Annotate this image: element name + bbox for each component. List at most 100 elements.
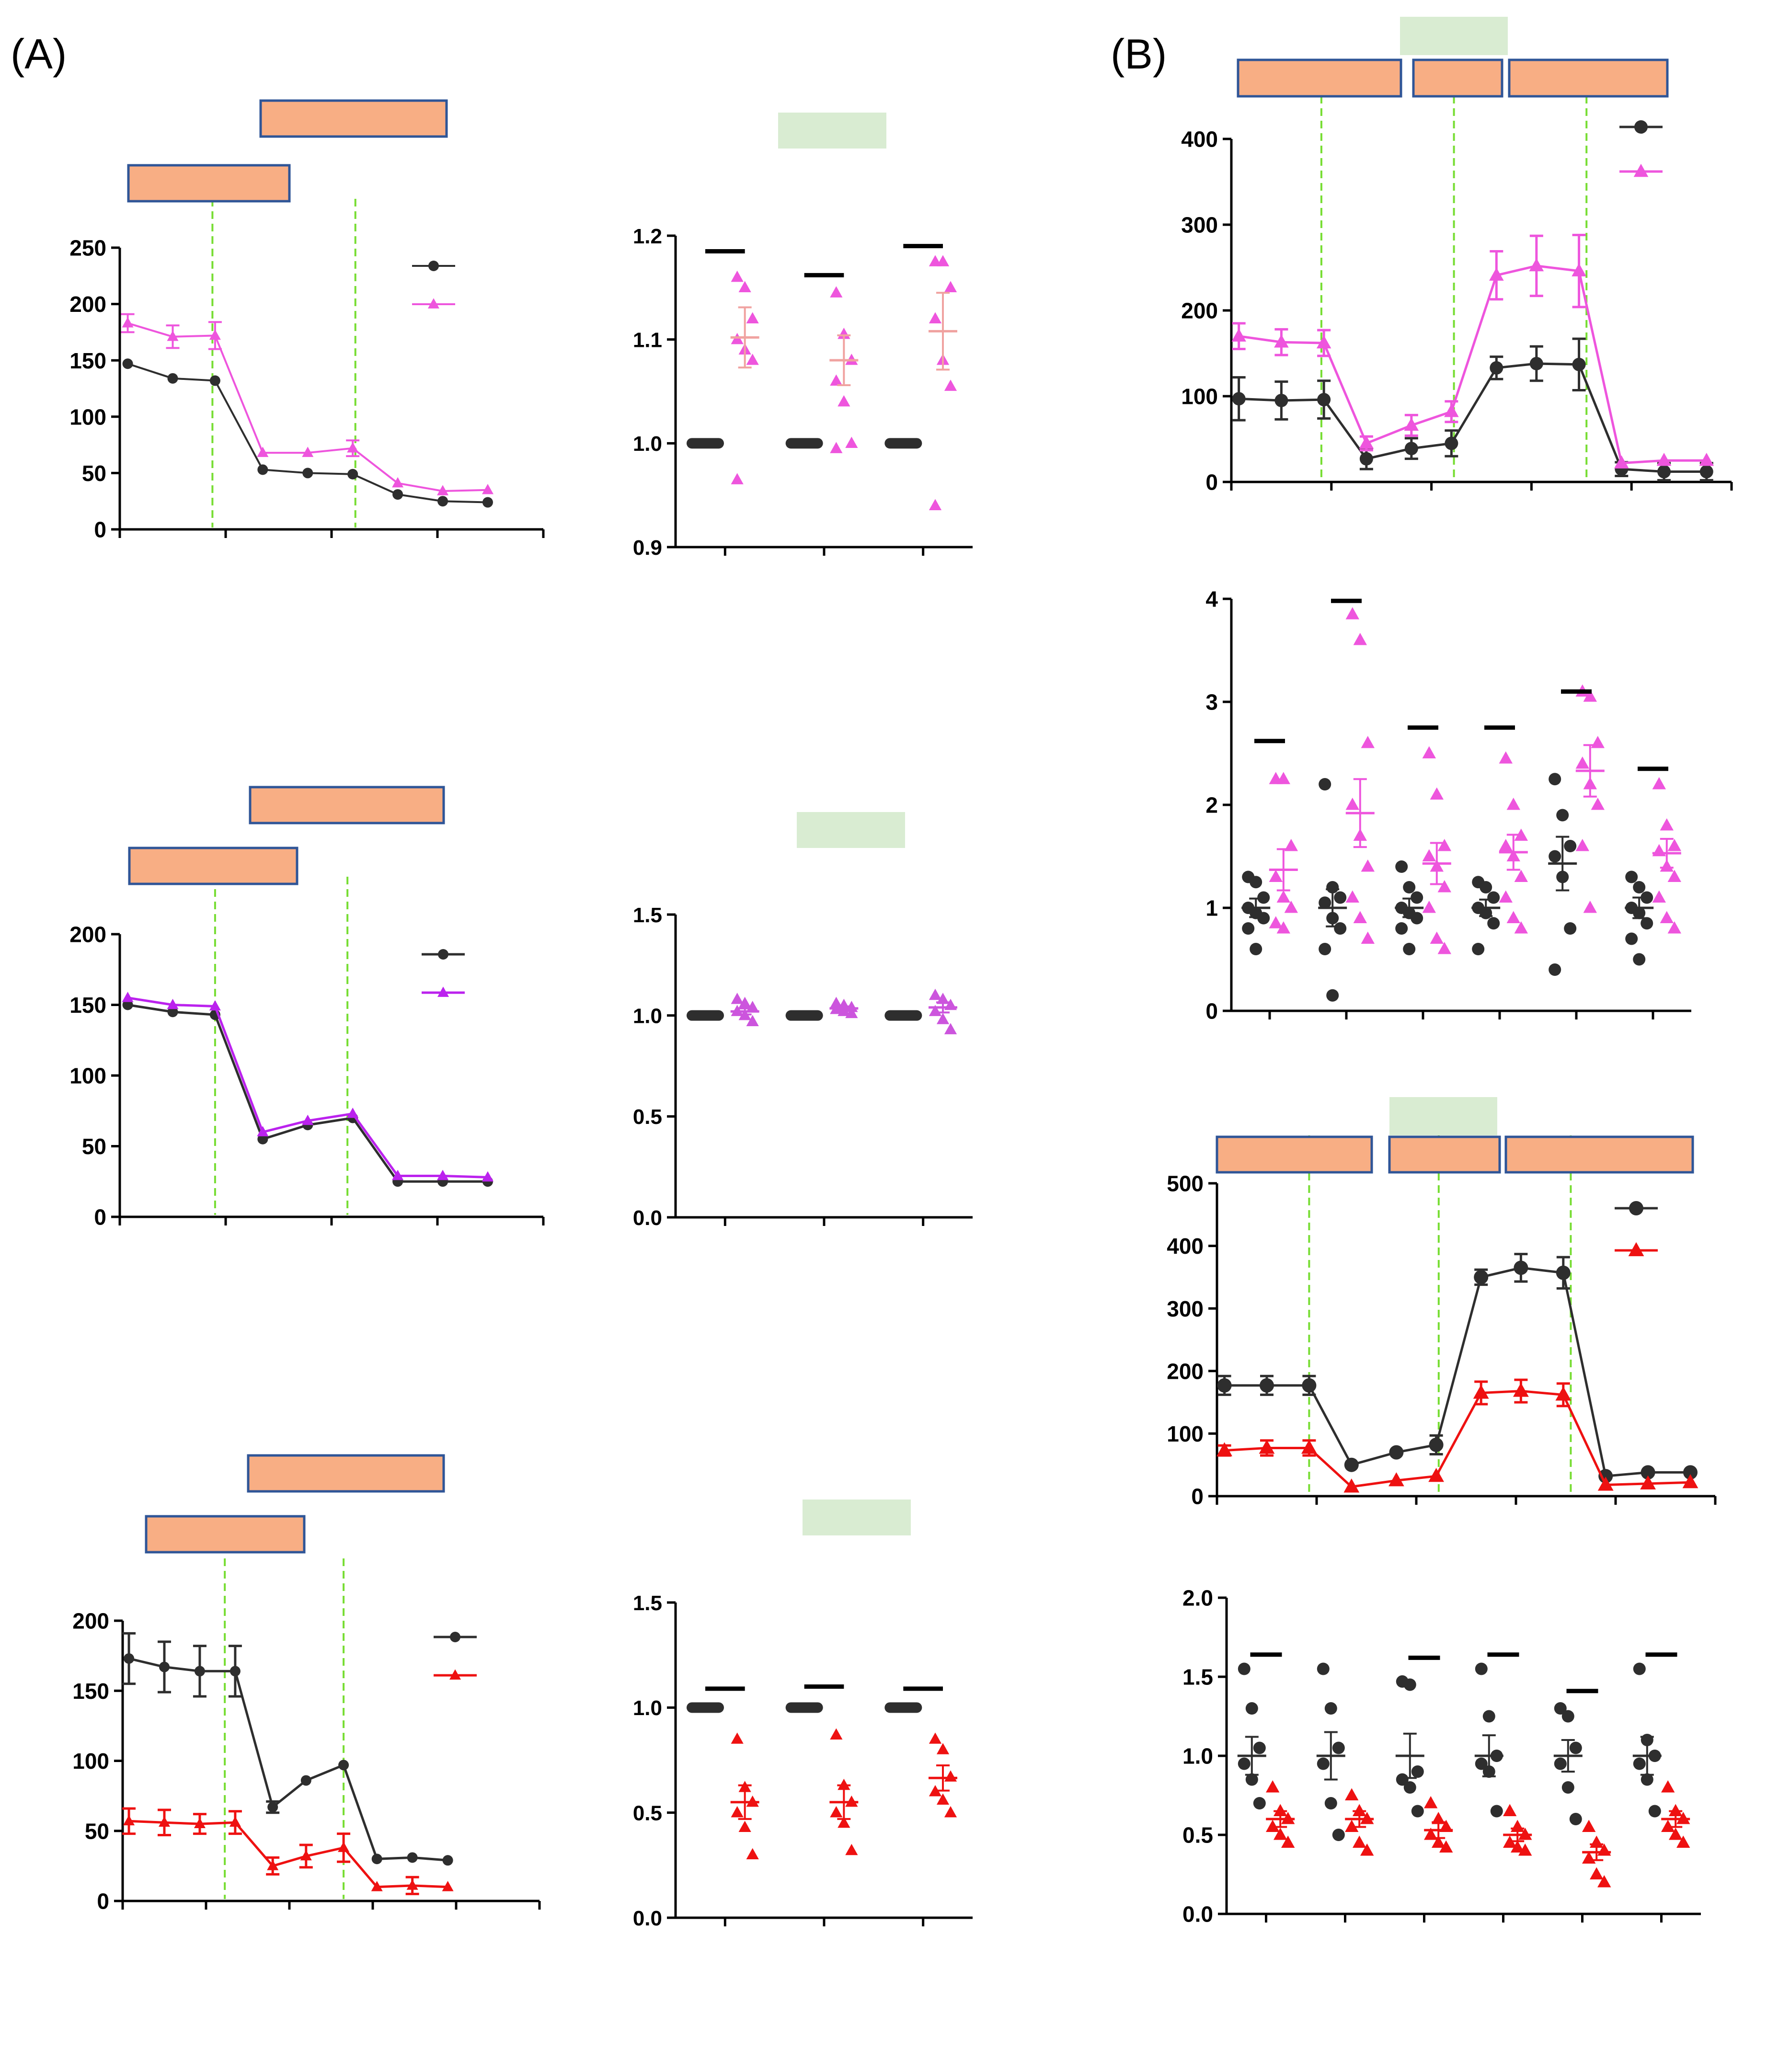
y-tick-label: 0 bbox=[94, 517, 106, 542]
treated-point bbox=[731, 1806, 744, 1817]
treated-point bbox=[944, 281, 957, 292]
y-tick-label: 400 bbox=[1167, 1234, 1204, 1259]
y-tick-label: 300 bbox=[1167, 1296, 1204, 1321]
y-tick-label: 0.0 bbox=[633, 1907, 662, 1930]
treated-point bbox=[1660, 818, 1674, 830]
y-tick-label: 200 bbox=[1167, 1359, 1204, 1384]
treated-point bbox=[731, 993, 744, 1004]
chart-title-box bbox=[803, 1500, 911, 1535]
treated-point bbox=[1652, 891, 1666, 903]
treated-point bbox=[1354, 633, 1367, 645]
y-tick-label: 50 bbox=[82, 461, 106, 486]
data-point bbox=[1490, 361, 1503, 375]
legend-marker bbox=[438, 949, 448, 960]
treated-point bbox=[731, 473, 744, 484]
data-point bbox=[392, 477, 403, 488]
data-point bbox=[338, 1760, 349, 1770]
treatment-label-box bbox=[128, 165, 289, 201]
treated-point bbox=[929, 312, 941, 323]
treated-point bbox=[937, 255, 949, 266]
data-point bbox=[1572, 358, 1586, 371]
y-tick-label: 2 bbox=[1205, 793, 1218, 818]
control-point bbox=[1319, 778, 1331, 790]
data-point bbox=[407, 1852, 418, 1863]
control-point bbox=[1253, 1742, 1266, 1754]
chart-b4-relative-ocr-72h: 0.0 0.5 1.0 1.5 2.0 bbox=[1102, 1581, 1767, 2072]
control-point bbox=[1332, 1742, 1345, 1754]
data-point bbox=[209, 330, 221, 340]
treated-point bbox=[830, 375, 842, 386]
treatment-label-box bbox=[1509, 60, 1667, 96]
y-tick-label: 0.0 bbox=[1182, 1902, 1213, 1927]
y-tick-label: 0 bbox=[1205, 999, 1218, 1024]
treated-point bbox=[1576, 756, 1589, 768]
treatment-label-box bbox=[146, 1516, 304, 1552]
legend-marker bbox=[428, 261, 439, 271]
control-point bbox=[1238, 1663, 1251, 1675]
panel-label-a: (A) bbox=[11, 30, 67, 79]
chart-a5-ocr-72h: 050100150200 bbox=[0, 1447, 556, 2060]
control-point bbox=[1649, 1805, 1661, 1818]
treated-point bbox=[944, 1770, 957, 1781]
y-tick-label: 50 bbox=[82, 1134, 106, 1159]
control-point bbox=[1480, 881, 1492, 893]
y-tick-label: 1.0 bbox=[633, 1696, 662, 1720]
treated-point bbox=[1438, 839, 1451, 851]
treated-point bbox=[1277, 891, 1290, 903]
treated-point bbox=[937, 1743, 949, 1754]
treated-point bbox=[1591, 736, 1605, 748]
control-point bbox=[1491, 1805, 1503, 1818]
treated-point bbox=[1499, 891, 1513, 903]
data-point bbox=[437, 496, 448, 506]
data-point bbox=[1700, 465, 1713, 479]
data-point bbox=[1474, 1270, 1488, 1284]
y-tick-label: 0.5 bbox=[1182, 1823, 1213, 1848]
data-point bbox=[301, 1775, 311, 1786]
treated-point bbox=[1660, 911, 1674, 923]
data-point bbox=[372, 1854, 382, 1864]
treated-point bbox=[1361, 736, 1375, 748]
treated-point bbox=[739, 281, 751, 292]
treated-point bbox=[929, 989, 941, 1000]
treated-point bbox=[845, 1844, 858, 1855]
y-tick-label: 150 bbox=[72, 1679, 109, 1704]
y-tick-label: 1 bbox=[1205, 896, 1218, 921]
treatment-label-box bbox=[1217, 1137, 1372, 1172]
y-tick-label: 1.0 bbox=[633, 1005, 662, 1028]
treated-point bbox=[1661, 1820, 1675, 1832]
treatment-label-box bbox=[250, 787, 444, 823]
y-tick-label: 1.0 bbox=[1182, 1744, 1213, 1769]
chart-a2-relative-ocr-24h: 0.91.01.11.2 bbox=[556, 86, 977, 728]
control-point bbox=[1403, 943, 1415, 955]
y-tick-label: 3 bbox=[1205, 690, 1218, 715]
control-point bbox=[1253, 1797, 1266, 1809]
treated-point bbox=[731, 271, 744, 282]
data-point bbox=[257, 464, 268, 475]
data-point bbox=[1556, 1266, 1571, 1280]
chart-b1-ocr-24h: 0100200300400 bbox=[1102, 0, 1767, 565]
y-tick-label: 250 bbox=[69, 236, 106, 261]
treated-point bbox=[1424, 1796, 1437, 1808]
control-point bbox=[1633, 953, 1645, 966]
control-point bbox=[1326, 989, 1339, 1002]
control-point bbox=[1411, 1765, 1424, 1778]
treated-point bbox=[838, 395, 850, 406]
treated-point bbox=[1361, 932, 1375, 944]
y-tick-label: 0.0 bbox=[633, 1206, 662, 1230]
treated-point bbox=[1582, 1820, 1595, 1832]
treated-point bbox=[746, 1848, 759, 1859]
control-point bbox=[1257, 912, 1270, 925]
legend-marker bbox=[450, 1632, 460, 1642]
treated-point bbox=[830, 442, 842, 453]
treatment-label-box bbox=[248, 1455, 444, 1491]
control-point bbox=[1317, 1663, 1330, 1675]
y-tick-label: 0 bbox=[1205, 470, 1218, 495]
treated-point bbox=[731, 1732, 744, 1743]
y-tick-label: 300 bbox=[1181, 213, 1218, 238]
control-point bbox=[1238, 1758, 1251, 1770]
data-point bbox=[1405, 442, 1418, 455]
data-point bbox=[1302, 1378, 1316, 1393]
control-point bbox=[1257, 892, 1270, 904]
chart-b3-ocr-72h: 0100200300400500 bbox=[1102, 1083, 1767, 1591]
control-point bbox=[1483, 1710, 1495, 1723]
